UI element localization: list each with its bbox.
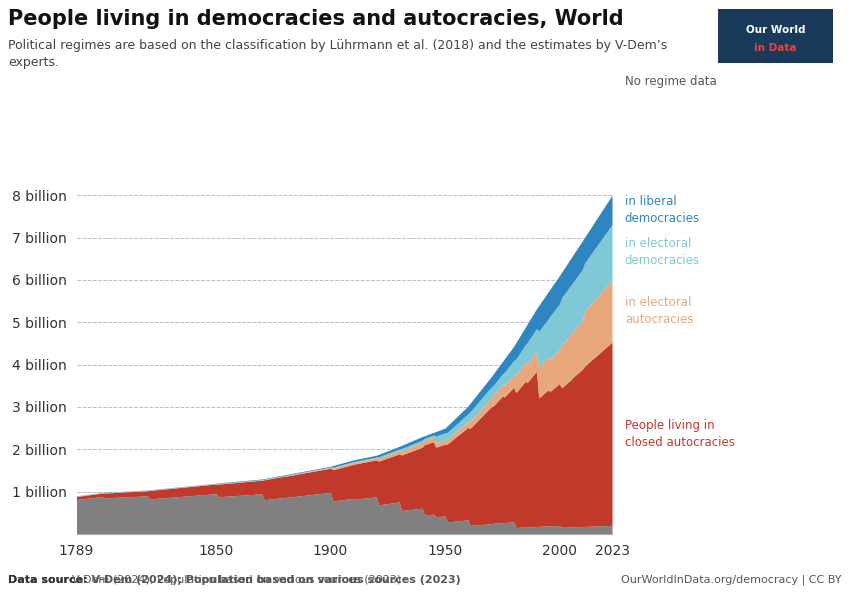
Text: V-Dem (2024); Population based on various sources (2023): V-Dem (2024); Population based on variou…: [72, 575, 401, 585]
Text: OurWorldInData.org/democracy | CC BY: OurWorldInData.org/democracy | CC BY: [621, 575, 842, 585]
Text: in electoral
autocracies: in electoral autocracies: [625, 296, 693, 326]
Text: Data source:: Data source:: [8, 575, 92, 585]
Text: Political regimes are based on the classification by Lührmann et al. (2018) and : Political regimes are based on the class…: [8, 39, 668, 69]
Text: in liberal
democracies: in liberal democracies: [625, 195, 700, 225]
Text: People living in
closed autocracies: People living in closed autocracies: [625, 419, 734, 449]
Text: Data source: V-Dem (2024); Population based on various sources (2023): Data source: V-Dem (2024); Population ba…: [8, 575, 462, 585]
Text: in electoral
democracies: in electoral democracies: [625, 237, 700, 267]
Text: No regime data: No regime data: [625, 74, 717, 88]
Text: Our World: Our World: [746, 25, 805, 35]
Text: in Data: in Data: [755, 43, 796, 53]
Text: People living in democracies and autocracies, World: People living in democracies and autocra…: [8, 9, 624, 29]
